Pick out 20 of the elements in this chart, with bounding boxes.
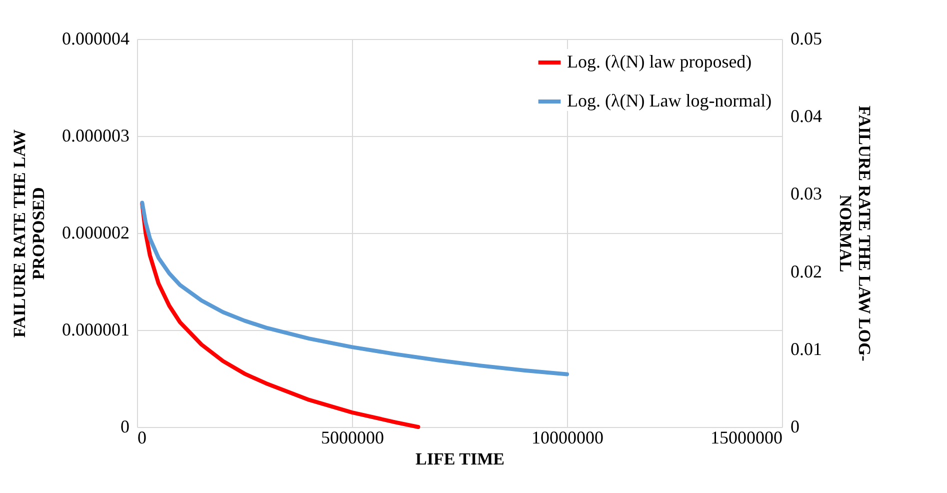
y2-tick-label: 0.03 bbox=[790, 184, 822, 204]
y2-tick-label: 0.01 bbox=[790, 338, 822, 359]
y2-tick-label: 0.05 bbox=[790, 28, 822, 48]
x-tick-label: 0 bbox=[138, 428, 146, 448]
line-series bbox=[140, 200, 569, 376]
y-axis-title: FAILURE RATE THE LAW PROPOSED bbox=[10, 129, 48, 338]
y-tick-label: 0.000003 bbox=[62, 126, 130, 146]
x-tick-label: 15000000 bbox=[710, 428, 782, 448]
x-tick-label: 10000000 bbox=[532, 428, 604, 448]
line-series bbox=[140, 202, 420, 429]
y-tick-label: 0.000004 bbox=[62, 28, 130, 48]
legend-label: Log. (λ(N) Law log-normal) bbox=[567, 90, 772, 110]
y2-tick-label: 0.04 bbox=[790, 106, 822, 126]
y2-axis-title: FAILURE RATE THE LAW LOG- NORMAL bbox=[836, 106, 874, 362]
y-tick-label: 0.000002 bbox=[62, 222, 130, 242]
x-tick-label: 5000000 bbox=[321, 428, 384, 448]
legend-label: Log. (λ(N) law proposed) bbox=[567, 52, 752, 72]
y-tick-label: 0.000001 bbox=[62, 320, 130, 340]
y2-tick-label: 0.02 bbox=[790, 261, 822, 282]
x-axis-title: LIFE TIME bbox=[416, 450, 504, 468]
